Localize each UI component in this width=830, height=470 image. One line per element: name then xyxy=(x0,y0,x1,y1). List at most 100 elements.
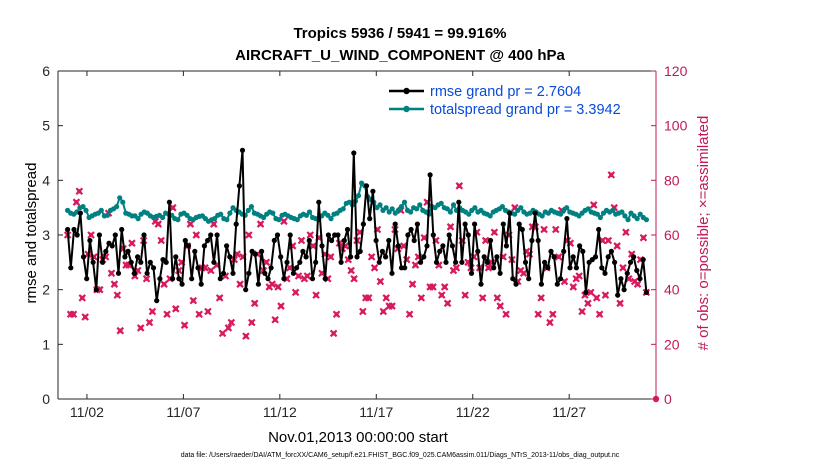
series-point xyxy=(185,243,192,249)
obs-dot xyxy=(503,312,509,317)
series-point xyxy=(612,259,618,265)
obs-dot xyxy=(585,301,591,306)
obs-dot xyxy=(82,314,88,320)
obs-dot xyxy=(281,219,287,224)
series-point xyxy=(175,217,181,223)
obs-point xyxy=(87,231,95,239)
series-point xyxy=(499,204,505,210)
series-point xyxy=(386,237,392,244)
series-point xyxy=(625,217,631,223)
obs-point xyxy=(195,310,203,319)
obs-point xyxy=(154,220,163,228)
obs-point xyxy=(294,272,303,280)
obs-point xyxy=(549,310,557,319)
obs-point xyxy=(215,294,224,302)
obs-point xyxy=(309,242,317,250)
series-point xyxy=(227,210,233,216)
obs-point xyxy=(405,310,414,319)
series-point xyxy=(402,265,408,271)
series-point xyxy=(198,281,204,287)
obs-point xyxy=(192,231,201,239)
obs-dot xyxy=(541,227,547,232)
obs-dot xyxy=(173,306,178,311)
obs-dot xyxy=(591,202,596,208)
series-point xyxy=(144,270,150,276)
obs-dot xyxy=(486,265,491,270)
series-point xyxy=(472,221,478,227)
obs-dot xyxy=(495,295,500,301)
series-point xyxy=(125,248,131,254)
series-point xyxy=(179,281,185,287)
series-point xyxy=(68,265,74,271)
series-point xyxy=(224,217,230,223)
x-tick-label: 11/12 xyxy=(263,404,297,420)
obs-dot xyxy=(462,292,468,298)
series-point xyxy=(112,232,118,238)
legend: rmse grand pr = 2.7604 totalspread grand … xyxy=(389,84,621,118)
series-point xyxy=(472,205,478,211)
obs-point xyxy=(81,313,89,321)
obs-dot xyxy=(576,273,582,279)
series-point xyxy=(104,212,111,218)
series-point xyxy=(450,202,457,208)
series-point xyxy=(360,221,366,227)
series-point xyxy=(570,254,576,260)
series-point xyxy=(637,276,643,282)
y-tick-label-right: 0 xyxy=(664,391,672,407)
obs-point xyxy=(364,294,373,302)
obs-dot xyxy=(422,235,427,240)
y-tick-label-right: 80 xyxy=(664,172,680,188)
series-point xyxy=(465,232,471,238)
series-point xyxy=(271,237,277,244)
obs-dot xyxy=(77,189,82,194)
series-point xyxy=(120,199,126,205)
obs-point xyxy=(546,318,554,327)
obs-dot xyxy=(220,331,225,336)
series-point xyxy=(392,221,398,227)
obs-point xyxy=(551,225,560,234)
data-file-footer: data file: /Users/raeder/DAI/ATM_forcXX/… xyxy=(181,452,620,459)
obs-dot xyxy=(571,284,576,290)
series-point xyxy=(316,199,322,205)
series-point xyxy=(141,232,147,238)
obs-point xyxy=(408,280,417,288)
obs-dot xyxy=(252,301,257,306)
series-point xyxy=(389,206,395,212)
obs-dot xyxy=(71,312,76,317)
series-point xyxy=(128,259,134,265)
obs-dot xyxy=(641,235,646,240)
obs-dot xyxy=(308,232,313,238)
obs-dot xyxy=(588,290,594,295)
y-tick-label-right: 120 xyxy=(664,63,688,79)
obs-point xyxy=(116,326,125,335)
obs-point xyxy=(595,310,604,319)
series-point xyxy=(594,211,601,217)
series-point xyxy=(640,257,646,263)
series-point xyxy=(309,276,316,282)
obs-point xyxy=(554,253,563,261)
series-point xyxy=(173,254,179,260)
obs-point xyxy=(248,318,256,327)
series-point xyxy=(217,276,223,282)
series-point xyxy=(278,254,284,260)
obs-point xyxy=(388,302,396,310)
obs-dot xyxy=(389,303,395,309)
legend-marker xyxy=(403,105,410,113)
series-point xyxy=(622,213,628,219)
obs-dot xyxy=(483,238,488,243)
obs-point xyxy=(440,283,449,291)
series-point xyxy=(192,248,198,254)
series-point xyxy=(637,211,643,217)
series-point xyxy=(395,207,401,213)
series-point xyxy=(80,254,87,260)
series-point xyxy=(548,248,554,254)
obs-dot xyxy=(319,271,325,276)
obs-point xyxy=(204,307,212,316)
series-point xyxy=(522,259,529,265)
series-point xyxy=(201,243,207,249)
series-point xyxy=(245,207,251,213)
obs-dot xyxy=(296,273,301,279)
series-point xyxy=(338,259,344,265)
series-point xyxy=(510,276,516,282)
obs-point xyxy=(429,283,437,291)
